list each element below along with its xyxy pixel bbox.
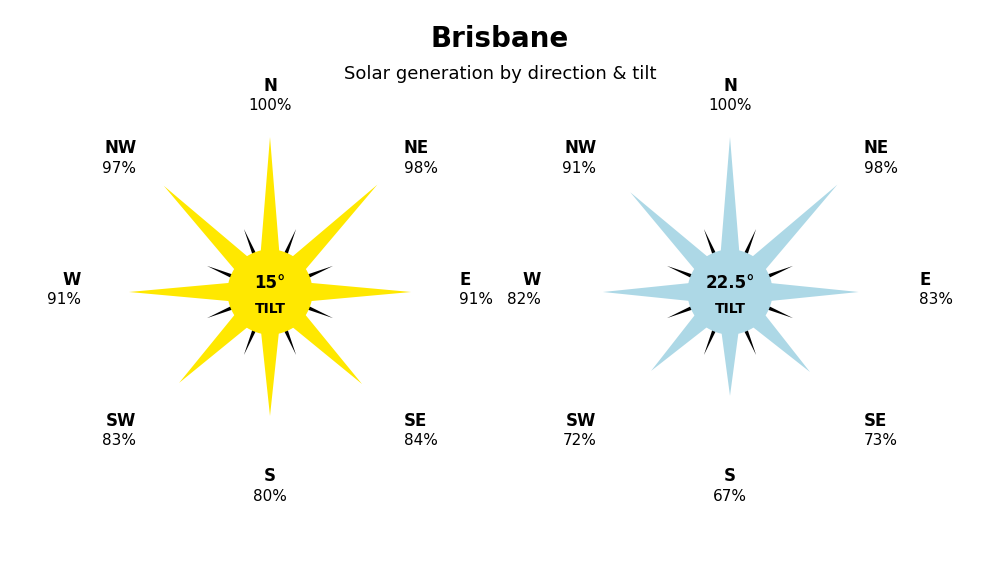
Text: N: N: [263, 77, 277, 95]
Text: 98%: 98%: [404, 161, 438, 176]
Polygon shape: [724, 266, 793, 294]
Text: SE: SE: [864, 412, 887, 430]
Text: Brisbane: Brisbane: [431, 25, 569, 53]
Text: 72%: 72%: [562, 433, 596, 448]
Text: 97%: 97%: [102, 161, 136, 176]
Text: W: W: [63, 271, 81, 289]
Polygon shape: [268, 229, 296, 298]
Text: 82%: 82%: [507, 293, 541, 308]
Polygon shape: [207, 290, 276, 318]
Polygon shape: [244, 286, 272, 355]
Polygon shape: [264, 290, 333, 318]
Text: E: E: [919, 271, 930, 289]
Text: TILT: TILT: [254, 302, 286, 316]
Polygon shape: [728, 229, 756, 298]
Text: 91%: 91%: [562, 161, 596, 176]
Text: 22.5°: 22.5°: [705, 274, 755, 292]
Polygon shape: [720, 137, 740, 303]
Text: SW: SW: [566, 412, 596, 430]
Polygon shape: [603, 281, 741, 303]
Text: 100%: 100%: [248, 98, 292, 113]
Text: N: N: [723, 77, 737, 95]
Circle shape: [228, 250, 312, 334]
Polygon shape: [259, 281, 411, 303]
Text: 67%: 67%: [713, 489, 747, 503]
Text: NE: NE: [404, 140, 429, 157]
Text: 80%: 80%: [253, 489, 287, 503]
Polygon shape: [129, 281, 281, 303]
Polygon shape: [724, 290, 793, 318]
Text: NW: NW: [104, 140, 136, 157]
Text: NE: NE: [864, 140, 889, 157]
Polygon shape: [667, 266, 736, 294]
Polygon shape: [264, 266, 333, 294]
Text: 83%: 83%: [919, 293, 953, 308]
Polygon shape: [728, 286, 756, 355]
Text: TILT: TILT: [714, 302, 746, 316]
Polygon shape: [260, 137, 280, 303]
Polygon shape: [704, 286, 732, 355]
Text: 73%: 73%: [864, 433, 898, 448]
Text: 100%: 100%: [708, 98, 752, 113]
Polygon shape: [651, 284, 738, 371]
Text: 15°: 15°: [254, 274, 286, 292]
Polygon shape: [722, 185, 837, 300]
Text: S: S: [264, 467, 276, 485]
Text: 84%: 84%: [404, 433, 438, 448]
Text: NW: NW: [564, 140, 596, 157]
Polygon shape: [262, 284, 362, 384]
Polygon shape: [164, 186, 278, 300]
Polygon shape: [262, 185, 377, 300]
Text: Solar generation by direction & tilt: Solar generation by direction & tilt: [344, 65, 656, 83]
Polygon shape: [179, 284, 278, 383]
Text: SW: SW: [106, 412, 136, 430]
Polygon shape: [244, 229, 272, 298]
Text: 98%: 98%: [864, 161, 898, 176]
Text: 83%: 83%: [102, 433, 136, 448]
Polygon shape: [722, 284, 810, 372]
Text: S: S: [724, 467, 736, 485]
Polygon shape: [630, 192, 738, 300]
Text: E: E: [459, 271, 470, 289]
Polygon shape: [704, 229, 732, 298]
Text: 91%: 91%: [47, 293, 81, 308]
Polygon shape: [720, 281, 740, 396]
Polygon shape: [268, 286, 296, 355]
Circle shape: [688, 250, 772, 334]
Text: SE: SE: [404, 412, 427, 430]
Polygon shape: [719, 281, 859, 303]
Polygon shape: [207, 266, 276, 294]
Polygon shape: [260, 281, 280, 416]
Text: 91%: 91%: [459, 293, 493, 308]
Polygon shape: [667, 290, 736, 318]
Text: W: W: [523, 271, 541, 289]
